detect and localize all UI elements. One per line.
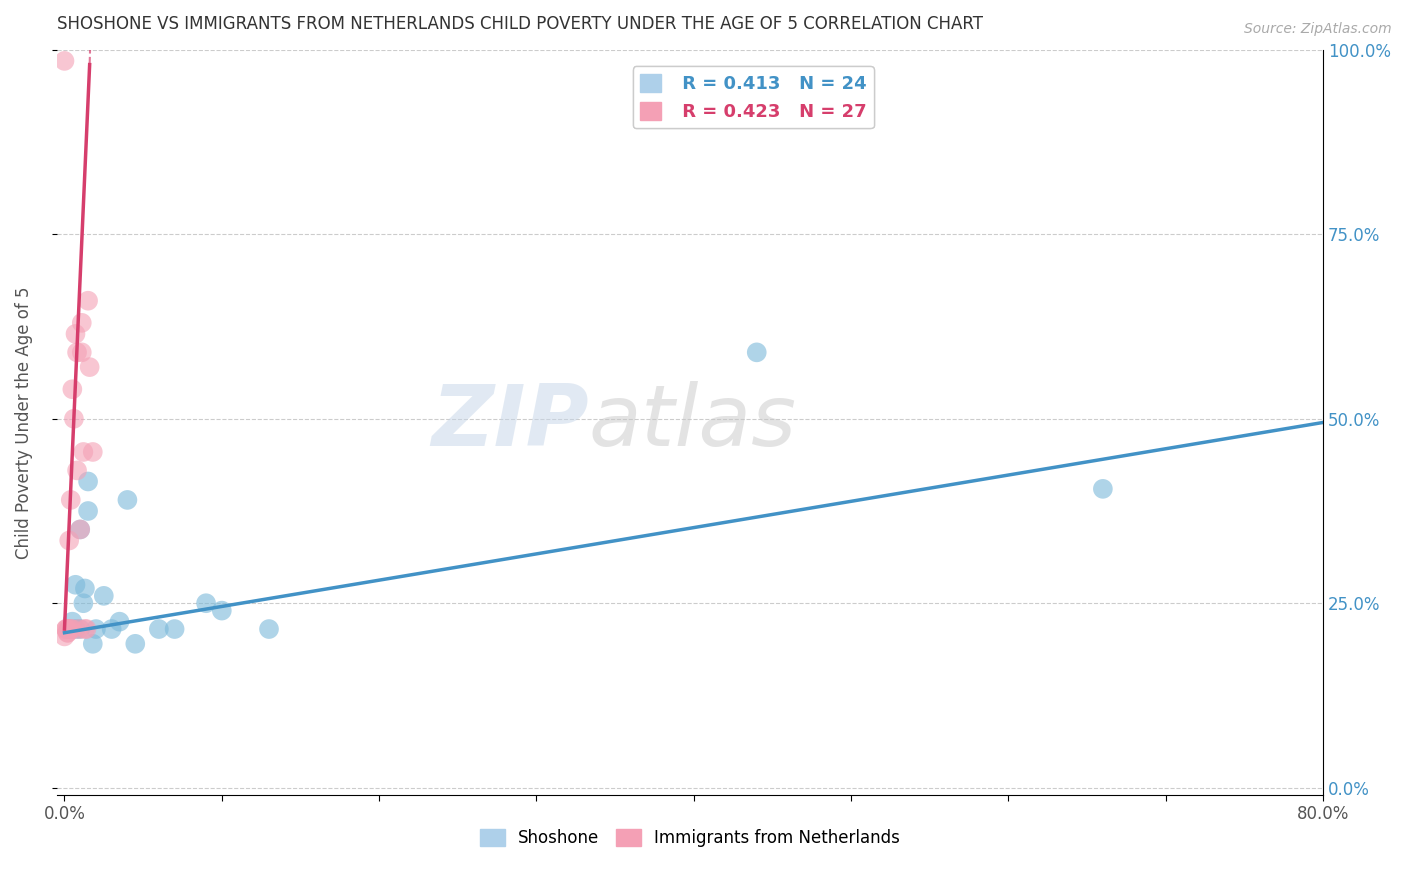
Shoshone <box>73 582 96 596</box>
Shoshone <box>211 604 233 618</box>
Shoshone <box>163 622 186 636</box>
Immigrants from Netherlands <box>73 622 96 636</box>
Shoshone <box>77 475 100 489</box>
Immigrants from Netherlands <box>66 463 89 477</box>
Y-axis label: Child Poverty Under the Age of 5: Child Poverty Under the Age of 5 <box>15 286 32 558</box>
Shoshone <box>148 622 170 636</box>
Shoshone <box>69 523 91 537</box>
Immigrants from Netherlands <box>56 625 79 640</box>
Shoshone <box>257 622 280 636</box>
Immigrants from Netherlands <box>58 533 80 548</box>
Shoshone <box>77 504 100 518</box>
Immigrants from Netherlands <box>59 492 82 507</box>
Shoshone <box>60 615 83 629</box>
Immigrants from Netherlands <box>77 293 100 308</box>
Legend:  R = 0.413   N = 24,  R = 0.423   N = 27: R = 0.413 N = 24, R = 0.423 N = 27 <box>633 66 873 128</box>
Immigrants from Netherlands <box>66 345 89 359</box>
Immigrants from Netherlands <box>82 445 104 459</box>
Immigrants from Netherlands <box>63 411 86 425</box>
Shoshone <box>100 622 122 636</box>
Text: SHOSHONE VS IMMIGRANTS FROM NETHERLANDS CHILD POVERTY UNDER THE AGE OF 5 CORRELA: SHOSHONE VS IMMIGRANTS FROM NETHERLANDS … <box>56 15 983 33</box>
Immigrants from Netherlands <box>58 622 80 636</box>
Immigrants from Netherlands <box>60 622 83 636</box>
Text: Source: ZipAtlas.com: Source: ZipAtlas.com <box>1244 22 1392 37</box>
Immigrants from Netherlands <box>65 326 87 341</box>
Immigrants from Netherlands <box>55 622 77 636</box>
Text: ZIP: ZIP <box>430 381 589 464</box>
Immigrants from Netherlands <box>53 629 76 643</box>
Immigrants from Netherlands <box>60 382 83 396</box>
Shoshone <box>84 622 107 636</box>
Immigrants from Netherlands <box>76 622 98 636</box>
Shoshone <box>1091 482 1114 496</box>
Shoshone <box>72 596 94 610</box>
Shoshone <box>65 622 87 636</box>
Shoshone <box>93 589 115 603</box>
Shoshone <box>82 637 104 651</box>
Immigrants from Netherlands <box>72 445 94 459</box>
Shoshone <box>117 492 139 507</box>
Shoshone <box>124 637 146 651</box>
Shoshone <box>745 345 768 359</box>
Immigrants from Netherlands <box>70 316 93 330</box>
Immigrants from Netherlands <box>67 622 90 636</box>
Shoshone <box>69 622 91 636</box>
Immigrants from Netherlands <box>79 360 101 375</box>
Immigrants from Netherlands <box>53 54 76 68</box>
Shoshone <box>58 622 80 636</box>
Immigrants from Netherlands <box>56 622 79 636</box>
Shoshone <box>195 596 218 610</box>
Immigrants from Netherlands <box>55 622 77 636</box>
Immigrants from Netherlands <box>59 622 82 636</box>
Immigrants from Netherlands <box>69 523 91 537</box>
Shoshone <box>65 578 87 592</box>
Immigrants from Netherlands <box>70 345 93 359</box>
Text: atlas: atlas <box>589 381 797 464</box>
Immigrants from Netherlands <box>56 625 79 640</box>
Shoshone <box>108 615 131 629</box>
